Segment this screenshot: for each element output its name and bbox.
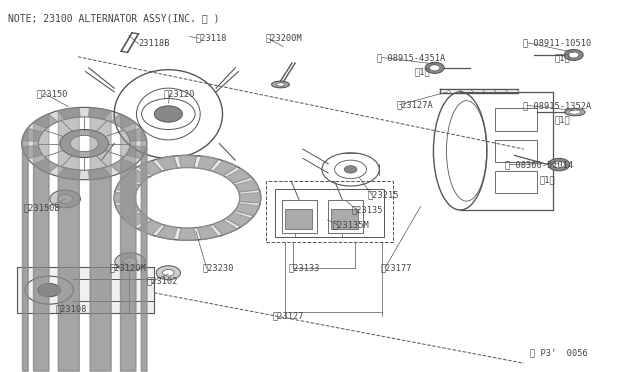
Polygon shape — [88, 168, 111, 180]
Text: ※23150B: ※23150B — [24, 203, 60, 213]
Bar — [495, 171, 537, 193]
Circle shape — [70, 135, 99, 152]
Text: （1）: （1） — [554, 53, 570, 62]
Polygon shape — [88, 108, 111, 119]
Text: ※23150: ※23150 — [36, 89, 68, 98]
Text: ※ P3’  0056: ※ P3’ 0056 — [531, 349, 588, 357]
Circle shape — [38, 283, 61, 297]
Polygon shape — [179, 228, 196, 240]
Bar — [495, 109, 537, 131]
Text: ※23133: ※23133 — [288, 263, 319, 272]
Polygon shape — [138, 220, 162, 235]
Text: ※23118: ※23118 — [196, 34, 227, 43]
Circle shape — [135, 167, 240, 228]
Polygon shape — [114, 193, 136, 203]
Polygon shape — [212, 161, 237, 176]
Polygon shape — [116, 180, 140, 192]
Bar — [285, 209, 312, 229]
Polygon shape — [197, 225, 218, 240]
Polygon shape — [111, 114, 136, 128]
Polygon shape — [157, 156, 177, 170]
Circle shape — [568, 52, 579, 58]
Text: ※23108: ※23108 — [56, 304, 87, 313]
Circle shape — [344, 166, 357, 173]
Polygon shape — [179, 155, 196, 168]
Polygon shape — [226, 169, 252, 183]
Text: ※23120M: ※23120M — [109, 263, 147, 272]
Polygon shape — [124, 212, 149, 227]
Polygon shape — [212, 220, 237, 235]
Text: （1）: （1） — [554, 116, 570, 125]
Ellipse shape — [276, 83, 285, 86]
Circle shape — [114, 155, 260, 240]
Polygon shape — [138, 161, 162, 176]
Polygon shape — [124, 169, 149, 183]
Text: ※23120: ※23120 — [164, 89, 195, 98]
Circle shape — [429, 65, 440, 71]
Polygon shape — [116, 203, 140, 216]
Text: Ⓝ 08911-10510: Ⓝ 08911-10510 — [523, 38, 591, 47]
Polygon shape — [126, 128, 147, 141]
Circle shape — [123, 258, 137, 266]
Text: ※23135: ※23135 — [352, 205, 383, 215]
Polygon shape — [226, 212, 252, 227]
Circle shape — [425, 62, 444, 73]
Text: Ⓢ 08360-51014: Ⓢ 08360-51014 — [505, 160, 573, 169]
Text: ※23200M: ※23200M — [266, 34, 303, 43]
Text: NOTE; 23100 ALTERNATOR ASSY(INC. ※ ): NOTE; 23100 ALTERNATOR ASSY(INC. ※ ) — [8, 13, 220, 23]
Text: 23118B: 23118B — [138, 39, 170, 48]
Circle shape — [38, 117, 130, 170]
Text: ※23102: ※23102 — [147, 277, 178, 286]
Circle shape — [115, 253, 145, 270]
Text: Ⓛ 08915-1352A: Ⓛ 08915-1352A — [523, 101, 591, 110]
Polygon shape — [239, 193, 260, 203]
Ellipse shape — [569, 110, 580, 114]
Bar — [266, 181, 394, 242]
Circle shape — [163, 269, 174, 276]
Ellipse shape — [564, 109, 585, 116]
Circle shape — [553, 161, 564, 168]
Polygon shape — [22, 146, 43, 159]
Circle shape — [154, 106, 182, 122]
Polygon shape — [235, 203, 259, 216]
Circle shape — [50, 190, 81, 208]
Polygon shape — [58, 108, 80, 119]
Text: ※23215: ※23215 — [368, 191, 399, 200]
Bar — [282, 200, 317, 233]
Text: ※23230: ※23230 — [202, 263, 234, 272]
Text: ※23135M: ※23135M — [333, 220, 369, 229]
Polygon shape — [126, 146, 147, 159]
Polygon shape — [197, 156, 218, 170]
Bar — [332, 209, 358, 229]
Circle shape — [60, 129, 108, 158]
Bar — [275, 189, 384, 237]
Bar — [17, 267, 154, 313]
Polygon shape — [235, 180, 259, 192]
Bar — [495, 140, 537, 162]
Polygon shape — [33, 114, 58, 128]
Polygon shape — [33, 159, 58, 173]
Polygon shape — [111, 159, 136, 173]
Text: ※23177: ※23177 — [381, 263, 412, 272]
Circle shape — [548, 158, 570, 171]
Polygon shape — [58, 168, 80, 180]
Text: Ⓜ 08915-4351A: Ⓜ 08915-4351A — [378, 53, 445, 62]
Text: （1）: （1） — [414, 68, 430, 77]
Polygon shape — [157, 225, 177, 240]
Bar — [328, 200, 364, 233]
Ellipse shape — [271, 81, 289, 88]
Polygon shape — [22, 128, 43, 141]
Circle shape — [564, 49, 583, 61]
Text: ※23127A: ※23127A — [396, 100, 433, 109]
Circle shape — [58, 195, 73, 203]
Text: ※23127: ※23127 — [272, 311, 304, 320]
Text: （1）: （1） — [540, 175, 556, 184]
Circle shape — [156, 266, 180, 280]
Circle shape — [22, 108, 147, 180]
